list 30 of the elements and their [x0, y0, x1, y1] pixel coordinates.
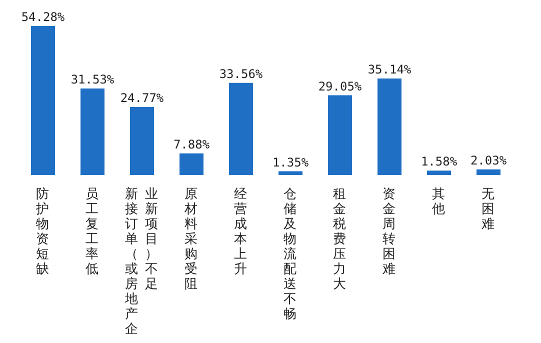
bar [130, 107, 154, 175]
data-label: 7.88% [173, 137, 210, 152]
bar [180, 153, 204, 175]
data-label: 54.28% [21, 10, 66, 24]
data-label: 2.03% [470, 153, 508, 168]
x-tick-label: 其他 [430, 186, 446, 219]
data-label: 35.14% [368, 62, 412, 77]
bar [278, 171, 302, 175]
x-tick-label: 租金税费压力大 [332, 186, 347, 294]
x-tick-label: 原材料采购受阻 [183, 186, 198, 294]
bar [80, 88, 104, 175]
data-label: 29.05% [318, 79, 362, 94]
x-tick-label: 无困难 [480, 186, 496, 234]
x-tick-label: 经营成本上升 [232, 186, 248, 279]
bar [378, 78, 402, 175]
data-label: 33.56% [219, 66, 264, 81]
bar [31, 26, 55, 175]
bar [328, 95, 352, 175]
x-tick-label: 员工复工率低 [84, 186, 100, 279]
data-label: 24.77% [120, 91, 164, 106]
bar [427, 170, 451, 175]
x-tick-label: 资金周转困难 [381, 186, 396, 279]
data-label: 1.58% [420, 154, 458, 169]
bar [476, 169, 500, 175]
x-tick-label: 防护物资短缺 [34, 186, 50, 279]
data-label: 1.35% [272, 155, 310, 170]
category-label: 新接订单（或房地产企业新项目）不足 [124, 187, 158, 337]
bar [229, 82, 253, 175]
data-label: 31.53% [70, 72, 115, 86]
category-label: 仓储及物流配送不畅 [283, 187, 296, 322]
